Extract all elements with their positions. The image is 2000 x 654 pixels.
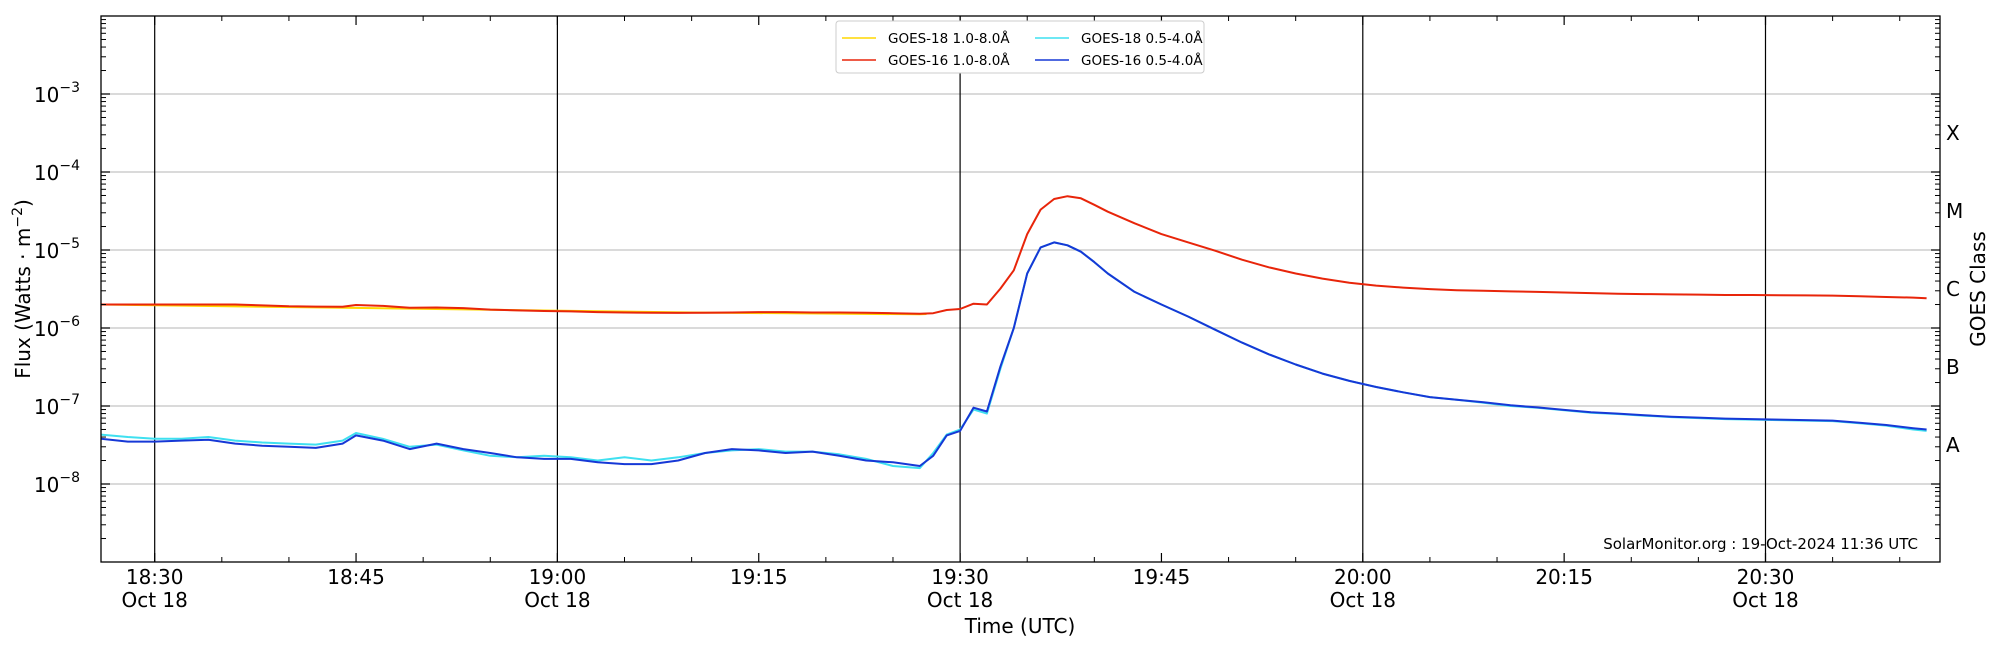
x-tick-time: 19:15 [730, 565, 788, 589]
x-tick-date: Oct 18 [1732, 588, 1798, 612]
y-tick-base: 10 [34, 473, 59, 497]
right-axis-title: GOES Class [1966, 231, 1990, 347]
goes-class-x: X [1946, 121, 1960, 145]
x-tick-date: Oct 18 [524, 588, 590, 612]
x-tick-date: Oct 18 [1330, 588, 1396, 612]
y-tick-base: 10 [34, 317, 59, 341]
series-line-4 [100, 241, 1927, 467]
legend: GOES-18 1.0-8.0Å GOES-16 1.0-8.0Å GOES-18 … [835, 20, 1205, 74]
x-tick-date: Oct 18 [927, 588, 993, 612]
x-tick-date: Oct 18 [121, 588, 187, 612]
y-tick-label: 10−8 [34, 470, 80, 497]
x-tick-time: 20:30 [1737, 565, 1795, 589]
x-axis-title: Time (UTC) [964, 614, 1076, 638]
y-tick-label: 10−7 [34, 392, 80, 419]
series-line-2 [101, 195, 1927, 315]
y-tick-label: 10−3 [34, 80, 80, 107]
goes-class-b: B [1946, 355, 1960, 379]
legend-label-4: GOES-16 0.5-4.0Å [1081, 52, 1203, 69]
y-tick-label: 10−4 [34, 158, 80, 185]
y-axis-title-close: ) [11, 199, 35, 207]
x-tick-time: 19:00 [529, 565, 587, 589]
y-axis-title-main: Flux (Watts · m [11, 228, 35, 379]
legend-label-1: GOES-18 1.0-8.0Å [888, 30, 1010, 47]
y-axis-title: Flux (Watts · m−2) [10, 199, 35, 379]
y-axis-title-sup: −2 [10, 207, 26, 228]
y-tick-power: −7 [59, 392, 80, 408]
goes-class-a: A [1946, 433, 1960, 457]
series-layer [100, 195, 1927, 470]
legend-label-3: GOES-18 0.5-4.0Å [1081, 30, 1203, 47]
y-tick-power: −8 [59, 470, 80, 486]
series-line-3 [100, 241, 1927, 470]
y-tick-power: −5 [59, 236, 80, 252]
x-tick-time: 19:45 [1133, 565, 1191, 589]
legend-box [835, 20, 1205, 74]
credit-text: SolarMonitor.org : 19-Oct-2024 11:36 UTC [1603, 535, 1918, 553]
y-tick-base: 10 [34, 239, 59, 263]
y-tick-base: 10 [34, 395, 59, 419]
y-tick-label: 10−6 [34, 314, 80, 341]
legend-items: GOES-18 1.0-8.0Å GOES-16 1.0-8.0Å GOES-18 … [842, 30, 1203, 69]
grid-layer [101, 93, 1940, 485]
y-tick-power: −6 [59, 314, 80, 330]
y-tick-power: −4 [59, 158, 80, 174]
plot-frame [100, 15, 1941, 563]
x-tick-time: 20:15 [1535, 565, 1593, 589]
x-tick-time: 18:45 [327, 565, 385, 589]
goes-class-c: C [1946, 277, 1960, 301]
x-tick-time: 20:00 [1334, 565, 1392, 589]
y-tick-power: −3 [59, 80, 80, 96]
x-tick-time: 18:30 [126, 565, 184, 589]
y-tick-label: 10−5 [34, 236, 80, 263]
legend-label-2: GOES-16 1.0-8.0Å [888, 52, 1010, 69]
y-tick-base: 10 [34, 83, 59, 107]
vertical-markers [154, 16, 1767, 562]
x-tick-time: 19:30 [931, 565, 989, 589]
y-tick-base: 10 [34, 161, 59, 185]
goes-class-m: M [1946, 199, 1963, 223]
goes-class-labels: A B C M X [1946, 121, 1963, 457]
